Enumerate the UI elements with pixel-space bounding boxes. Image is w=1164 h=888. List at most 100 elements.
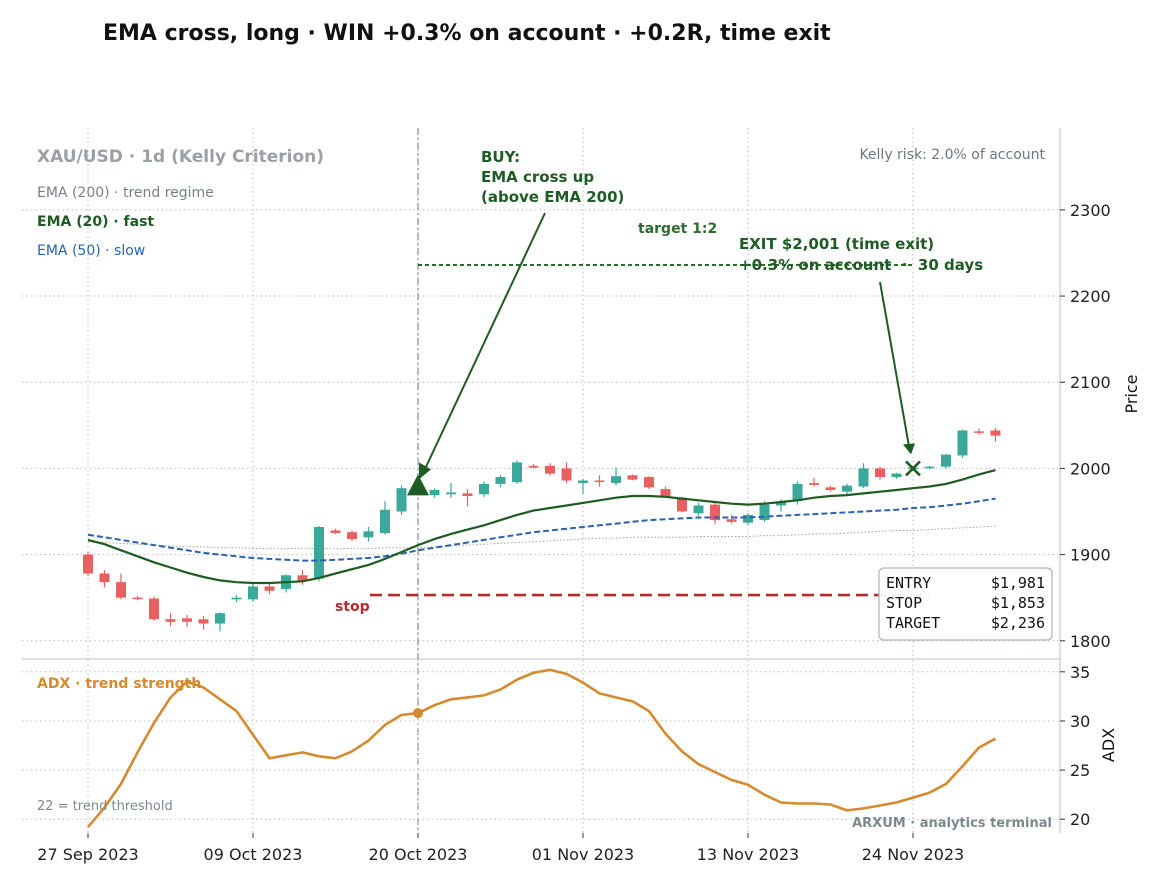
info-target-value: $2,236 — [991, 614, 1045, 632]
candle-body-53 — [957, 430, 968, 456]
buy-marker — [407, 474, 429, 496]
adx-tick-label-30: 30 — [1070, 712, 1090, 731]
x-tick-label-10: 09 Oct 2023 — [204, 845, 303, 864]
candle-body-21 — [429, 489, 440, 496]
candle-body-25 — [495, 477, 506, 484]
price-tick-label-2300: 2300 — [1070, 201, 1111, 220]
exit-marker — [905, 460, 921, 477]
candle-body-22 — [446, 492, 456, 495]
price-tick-label-2200: 2200 — [1070, 287, 1111, 306]
candle-body-38 — [710, 504, 720, 521]
price-axis-label: Price — [1122, 374, 1141, 413]
candle-body-55 — [990, 430, 1001, 436]
candle-body-30 — [578, 480, 588, 484]
candle-body-19 — [396, 488, 407, 512]
candle-body-39 — [726, 519, 737, 522]
info-box: ENTRY $1,981 STOP $1,853 TARGET $2,236 — [878, 567, 1053, 641]
exit-arrow-head — [903, 443, 915, 455]
candle-body-15 — [330, 530, 341, 534]
exit-annotation-line-1: EXIT $2,001 (time exit) — [739, 235, 934, 253]
candle-body-23 — [462, 493, 473, 496]
price-tick-label-2000: 2000 — [1070, 459, 1111, 478]
adx-tick-label-35: 35 — [1070, 663, 1090, 682]
info-entry-value: $1,981 — [991, 574, 1045, 592]
stop-label: stop — [335, 599, 370, 615]
candle-body-35 — [660, 489, 671, 497]
adx-series — [87, 668, 997, 828]
candle-body-43 — [792, 483, 803, 502]
candle-body-31 — [594, 480, 605, 482]
info-stop-value: $1,853 — [991, 594, 1045, 612]
candle-body-51 — [924, 466, 935, 469]
candle-body-1 — [99, 573, 110, 583]
chart-subtitle: XAU/USD · 1d (Kelly Criterion) — [37, 147, 324, 167]
ema-200-series — [87, 525, 996, 550]
adx-line — [87, 668, 997, 828]
candle-body-47 — [858, 468, 869, 487]
trade-markers — [407, 212, 921, 496]
candle-body-33 — [627, 475, 638, 480]
info-box-frame — [878, 567, 1053, 641]
adx-panel: ADX · trend strength 22 = trend threshol… — [22, 660, 1118, 833]
candle-body-48 — [875, 468, 885, 478]
price-tick-label-1800: 1800 — [1070, 632, 1111, 651]
adx-tick-label-25: 25 — [1070, 761, 1090, 780]
x-tick-label-40: 13 Nov 2023 — [697, 845, 799, 864]
legend-ema-200: EMA (200) · trend regime — [37, 185, 214, 201]
candle-body-3 — [132, 597, 143, 600]
exit-annotation-line-2: +0.3% on account · 30 days — [739, 256, 983, 274]
candle-body-44 — [809, 483, 819, 485]
adx-legend: ADX · trend strength — [37, 676, 201, 692]
adx-entry-dot — [413, 708, 423, 719]
price-tick-label-2100: 2100 — [1070, 373, 1111, 392]
candle-body-46 — [842, 485, 852, 492]
buy-annotation-line-1: BUY: — [481, 148, 520, 166]
candle-body-11 — [264, 586, 275, 591]
candle-body-49 — [891, 473, 902, 478]
candle-body-16 — [347, 532, 357, 540]
x-tick-label-50: 24 Nov 2023 — [862, 845, 964, 864]
candle-body-36 — [677, 497, 687, 512]
exit-arrow-line — [879, 281, 910, 447]
candle-body-10 — [248, 586, 258, 600]
candle-body-34 — [644, 477, 654, 488]
legend-ema-50: EMA (50) · slow — [37, 243, 145, 259]
candle-body-5 — [165, 619, 176, 622]
candle-body-8 — [215, 613, 225, 624]
candle-body-0 — [83, 554, 93, 574]
x-tick-label-0: 27 Sep 2023 — [37, 845, 138, 864]
legend-ema-20: EMA (20) · fast — [37, 214, 154, 230]
candle-body-41 — [759, 504, 770, 521]
risk-note: Kelly risk: 2.0% of account — [859, 147, 1045, 163]
candle-body-32 — [611, 476, 621, 484]
ema-20-line — [87, 469, 996, 585]
price-grid — [22, 128, 1060, 833]
candle-body-14 — [314, 527, 324, 579]
price-panel: XAU/USD · 1d (Kelly Criterion) EMA (200)… — [22, 128, 1141, 833]
axes: 1800 1900 2000 2100 2200 2300 20 25 30 35 27 Sep 2… — [22, 128, 1111, 864]
buy-annotation-line-2: EMA cross up — [481, 168, 594, 186]
candle-body-18 — [380, 509, 390, 534]
ema-200-line — [87, 525, 996, 550]
candle-body-54 — [974, 431, 984, 433]
price-tick-label-1900: 1900 — [1070, 546, 1111, 565]
info-stop-label: STOP — [886, 594, 922, 612]
candle-body-13 — [297, 575, 308, 582]
adx-threshold-label: 22 = trend threshold — [37, 799, 173, 814]
ema-50-series — [87, 497, 996, 562]
candle-body-52 — [941, 454, 951, 467]
candle-body-27 — [528, 465, 539, 468]
candle-body-42 — [776, 502, 786, 506]
candle-body-6 — [182, 618, 192, 622]
adx-tick-label-20: 20 — [1070, 810, 1090, 829]
candle-body-26 — [512, 462, 522, 483]
adx-axis-label: ADX — [1099, 728, 1118, 762]
info-entry-label: ENTRY — [886, 574, 931, 592]
candle-body-29 — [561, 468, 572, 481]
candle-body-4 — [149, 598, 159, 620]
candle-body-24 — [479, 483, 489, 495]
buy-arrow-line — [421, 212, 546, 476]
chart-title: EMA cross, long · WIN +0.3% on account ·… — [103, 21, 831, 46]
candles — [83, 427, 1001, 632]
